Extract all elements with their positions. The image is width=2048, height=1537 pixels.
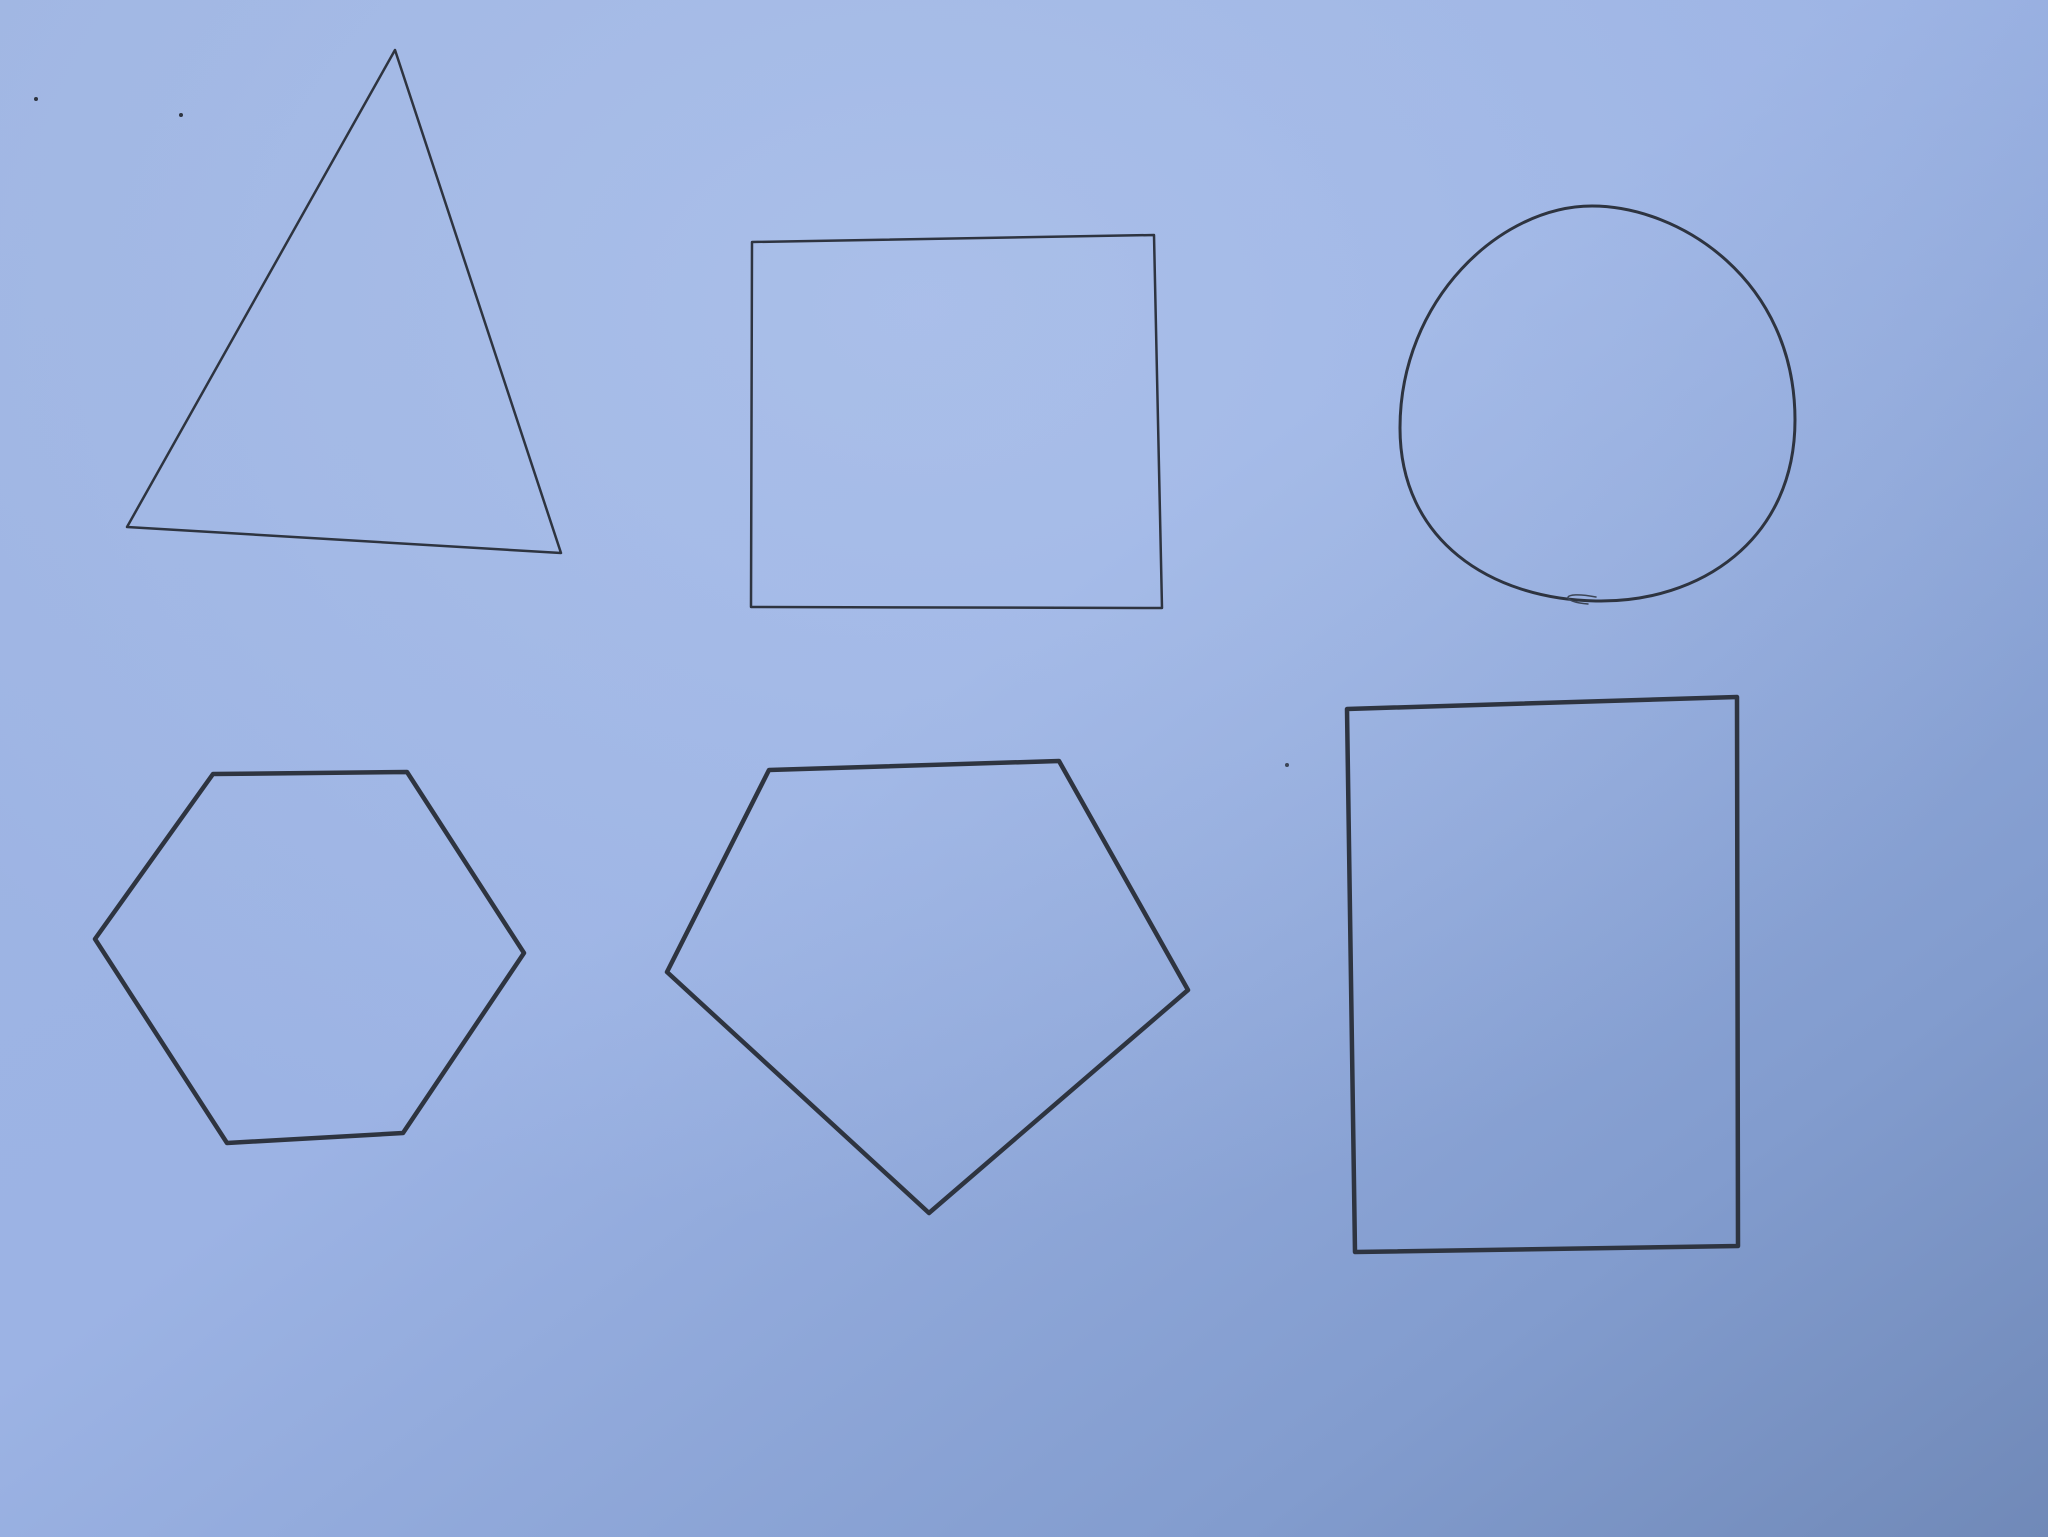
pencil-speck xyxy=(1285,763,1289,767)
triangle-shape xyxy=(125,48,563,555)
circle-overlap-stroke xyxy=(1567,594,1597,605)
pentagon-shape xyxy=(664,758,1191,1216)
pencil-speck xyxy=(34,97,38,101)
square-shape xyxy=(749,233,1164,610)
hexagon-shape xyxy=(92,769,527,1146)
circle-shape xyxy=(1398,204,1797,603)
rectangle-shape xyxy=(1344,694,1741,1255)
pencil-speck xyxy=(179,113,183,117)
